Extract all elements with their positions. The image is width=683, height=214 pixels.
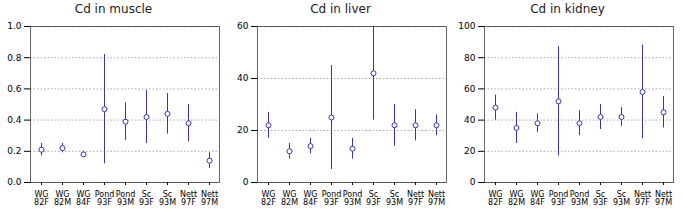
svg-text:Sc93F: Sc93F [366, 190, 381, 207]
svg-text:Pond93F: Pond93F [95, 190, 115, 207]
svg-text:1.0: 1.0 [7, 21, 22, 31]
svg-text:Pond93M: Pond93M [116, 190, 136, 207]
svg-text:WG82M: WG82M [281, 190, 298, 207]
svg-text:Nett97F: Nett97F [407, 190, 424, 207]
svg-text:Pond93F: Pond93F [322, 190, 342, 207]
svg-text:0: 0 [470, 177, 476, 187]
svg-text:0.2: 0.2 [7, 146, 21, 156]
svg-text:WG84F: WG84F [303, 190, 318, 207]
svg-text:Sc93M: Sc93M [386, 190, 403, 207]
svg-text:60: 60 [237, 21, 249, 31]
svg-text:WG84F: WG84F [76, 190, 91, 207]
svg-text:60: 60 [464, 84, 476, 94]
svg-text:20: 20 [464, 146, 476, 156]
svg-text:Sc93F: Sc93F [139, 190, 154, 207]
svg-text:Nett97M: Nett97M [655, 190, 672, 207]
svg-text:0: 0 [243, 177, 249, 187]
svg-text:Sc93M: Sc93M [159, 190, 176, 207]
svg-text:Sc93M: Sc93M [613, 190, 630, 207]
html-text:Cd in muscle: Cd in muscle [74, 2, 153, 16]
svg-text:40: 40 [237, 73, 249, 83]
svg-text:40: 40 [464, 115, 476, 125]
svg-text:WG84F: WG84F [530, 190, 545, 207]
svg-text:Sc93F: Sc93F [593, 190, 608, 207]
svg-text:0.4: 0.4 [7, 115, 22, 125]
svg-text:Nett97F: Nett97F [180, 190, 197, 207]
svg-text:Pond93M: Pond93M [343, 190, 363, 207]
svg-text:Nett97M: Nett97M [428, 190, 445, 207]
svg-text:Nett97F: Nett97F [634, 190, 651, 207]
svg-text:WG82F: WG82F [34, 190, 49, 207]
svg-text:80: 80 [464, 53, 476, 63]
svg-text:Nett97M: Nett97M [201, 190, 218, 207]
svg-text:20: 20 [237, 125, 249, 135]
svg-text:100: 100 [458, 21, 475, 31]
svg-text:0.6: 0.6 [7, 84, 22, 94]
svg-text:WG82M: WG82M [54, 190, 71, 207]
svg-text:WG82F: WG82F [488, 190, 503, 207]
svg-text:WG82M: WG82M [508, 190, 525, 207]
svg-text:Pond93F: Pond93F [549, 190, 569, 207]
html-text:Cd in kidney: Cd in kidney [530, 2, 605, 16]
svg-text:Pond93M: Pond93M [570, 190, 590, 207]
svg-text:0.8: 0.8 [7, 53, 22, 63]
html-text:Cd in liver: Cd in liver [310, 2, 371, 16]
svg-text:0.0: 0.0 [7, 177, 22, 187]
svg-text:WG82F: WG82F [261, 190, 276, 207]
